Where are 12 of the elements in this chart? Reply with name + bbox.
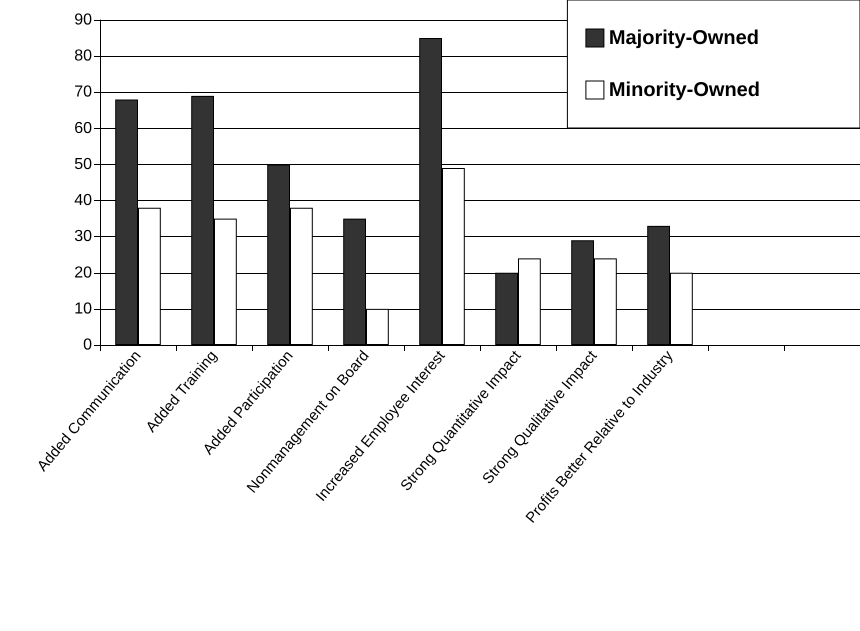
y-tick-label: 40 [74, 192, 92, 210]
y-tick-label: 70 [74, 84, 92, 101]
y-tick-label: 60 [74, 120, 92, 137]
legend-label: Majority-Owned [608, 27, 759, 49]
y-tick-label: 80 [74, 48, 92, 65]
y-tick-label: 0 [83, 336, 92, 354]
y-tick-label: 50 [74, 156, 92, 173]
y-tick-label: 10 [74, 300, 92, 318]
y-tick-label: 30 [74, 228, 92, 246]
legend-label: Minority-Owned [608, 79, 760, 101]
y-tick-label: 90 [74, 12, 92, 28]
y-tick-label: 20 [74, 264, 92, 282]
